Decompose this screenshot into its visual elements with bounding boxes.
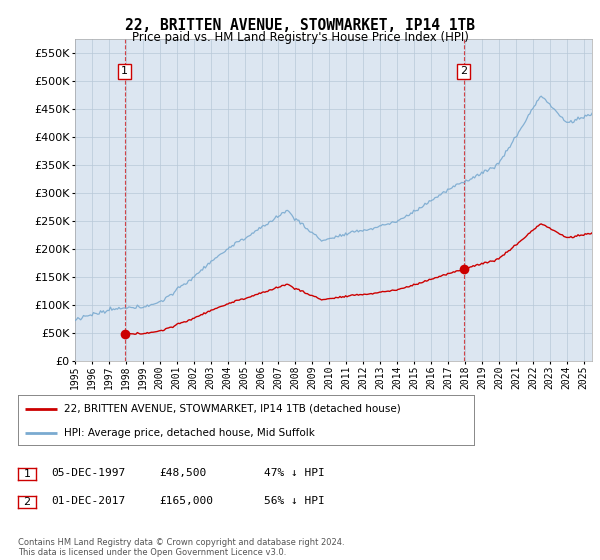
Text: £165,000: £165,000 xyxy=(159,496,213,506)
Text: 2: 2 xyxy=(460,67,467,76)
Text: £48,500: £48,500 xyxy=(159,468,206,478)
Text: Contains HM Land Registry data © Crown copyright and database right 2024.
This d: Contains HM Land Registry data © Crown c… xyxy=(18,538,344,557)
Text: 56% ↓ HPI: 56% ↓ HPI xyxy=(264,496,325,506)
Text: 01-DEC-2017: 01-DEC-2017 xyxy=(51,496,125,506)
Text: 05-DEC-1997: 05-DEC-1997 xyxy=(51,468,125,478)
Text: Price paid vs. HM Land Registry's House Price Index (HPI): Price paid vs. HM Land Registry's House … xyxy=(131,31,469,44)
Text: 1: 1 xyxy=(121,67,128,76)
Text: 2: 2 xyxy=(23,497,31,507)
Text: 22, BRITTEN AVENUE, STOWMARKET, IP14 1TB (detached house): 22, BRITTEN AVENUE, STOWMARKET, IP14 1TB… xyxy=(64,404,400,414)
Text: 47% ↓ HPI: 47% ↓ HPI xyxy=(264,468,325,478)
Text: 22, BRITTEN AVENUE, STOWMARKET, IP14 1TB: 22, BRITTEN AVENUE, STOWMARKET, IP14 1TB xyxy=(125,18,475,34)
Text: HPI: Average price, detached house, Mid Suffolk: HPI: Average price, detached house, Mid … xyxy=(64,428,314,437)
Text: 1: 1 xyxy=(23,469,31,479)
